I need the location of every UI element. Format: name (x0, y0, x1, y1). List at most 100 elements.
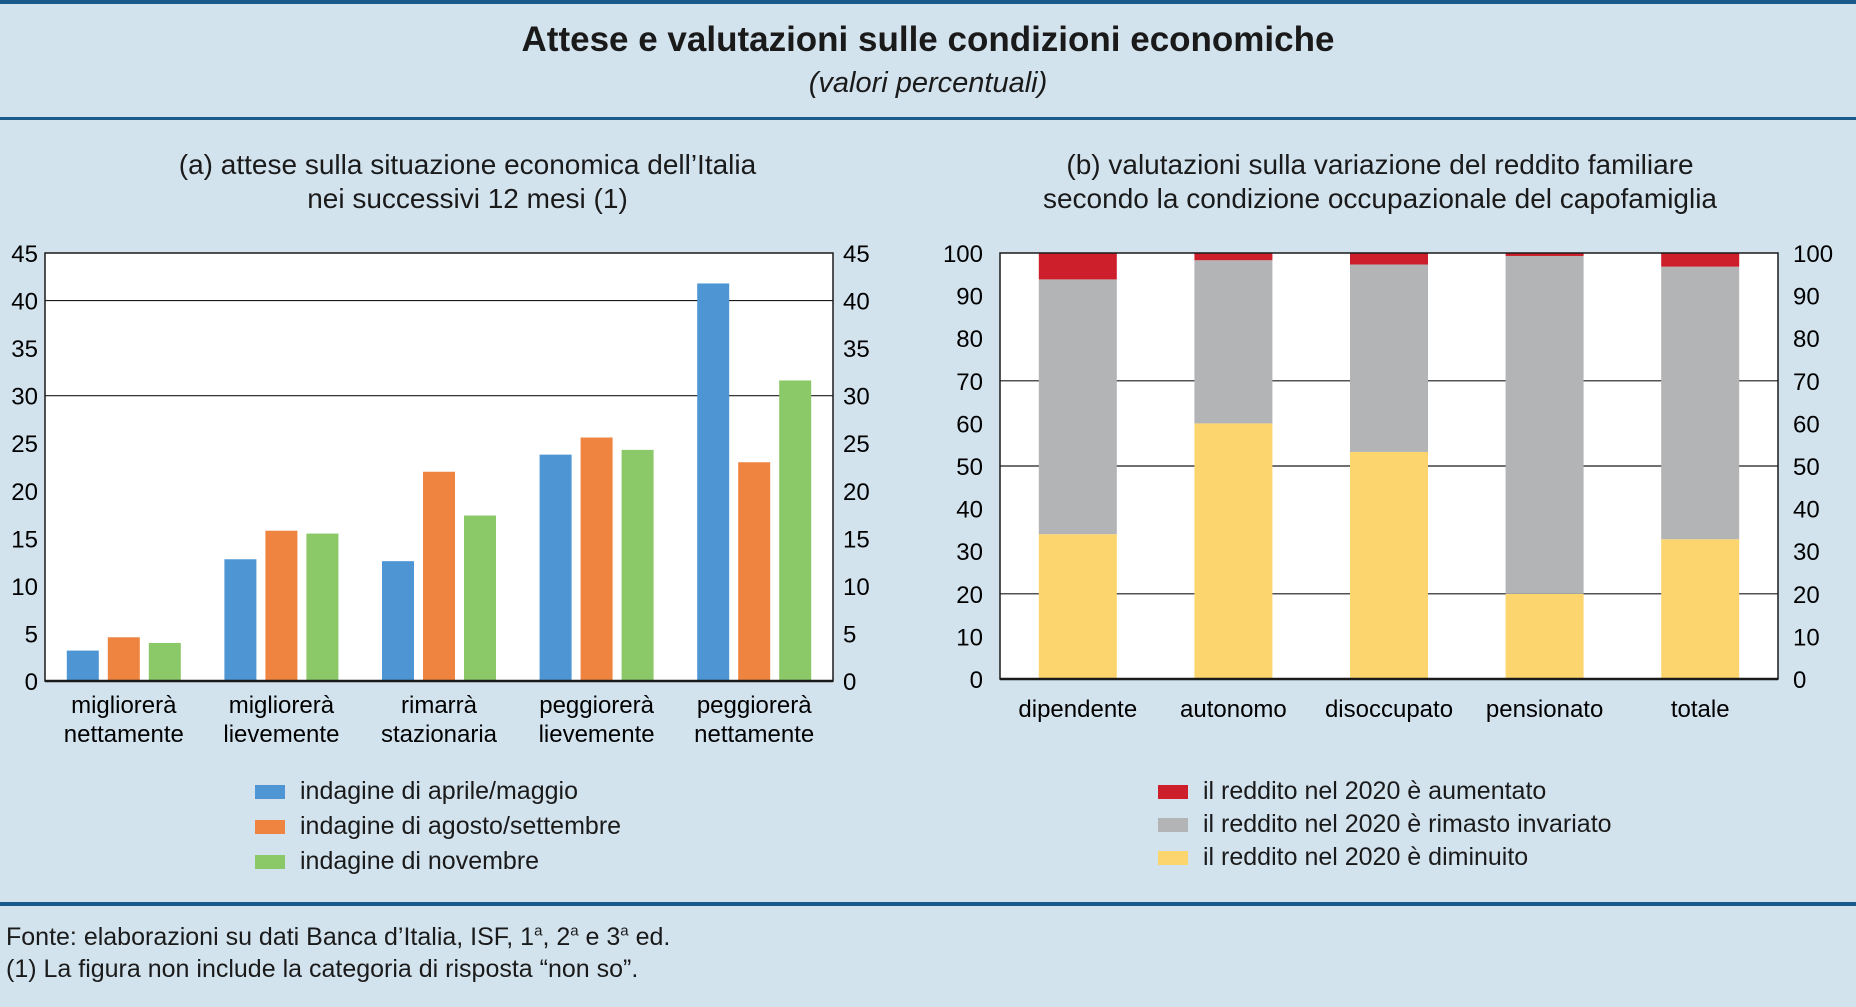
y-tick-label-right: 45 (843, 241, 870, 268)
bar-segment (1505, 253, 1584, 256)
x-tick-label-line2: nettamente (64, 721, 184, 748)
panel-a-title: (a) attese sulla situazione economica de… (20, 148, 915, 216)
bar-segment (1194, 253, 1273, 261)
y-tick-label-right: 50 (1793, 454, 1820, 481)
y-tick-label-right: 60 (1793, 411, 1820, 438)
bar-segment (1661, 539, 1740, 679)
bar (464, 515, 496, 681)
y-tick-label-right: 90 (1793, 284, 1820, 311)
y-tick-label-right: 70 (1793, 369, 1820, 396)
y-tick-label-right: 40 (1793, 497, 1820, 524)
chart-b: 0 0 10 10 20 20 30 30 40 40 50 50 60 60 70 70 80 80 90 90 10… (943, 241, 1833, 723)
panel-a-title-line1: (a) attese sulla situazione economica de… (178, 149, 757, 180)
x-tick-label: autonomo (1180, 696, 1287, 723)
y-tick-label-right: 20 (843, 479, 870, 506)
y-tick-label-right: 30 (843, 384, 870, 411)
bar-segment (1350, 451, 1428, 679)
bar-segment (1350, 253, 1428, 265)
x-tick-label-line2: lievemente (223, 721, 339, 748)
bar (382, 561, 414, 681)
y-tick-label-left: 10 (956, 624, 983, 651)
y-tick-label-left: 40 (956, 497, 983, 524)
bar (66, 650, 99, 681)
header-rule (0, 117, 1856, 120)
panel-a-title-line2: nei successivi 12 mesi (1) (307, 183, 628, 214)
legend-swatch (1158, 851, 1188, 865)
bar-segment (1350, 264, 1428, 452)
x-tick-label-line2: nettamente (694, 721, 814, 748)
y-tick-label-left: 60 (956, 411, 983, 438)
bar-segment (1194, 423, 1273, 679)
x-tick-label-line1: rimarrà (401, 692, 478, 719)
legend-label: il reddito nel 2020 è rimasto invariato (1203, 810, 1612, 838)
top-rule (0, 0, 1856, 4)
y-tick-label-right: 20 (1793, 582, 1820, 609)
y-tick-label-right: 10 (843, 574, 870, 601)
y-tick-label-right: 40 (843, 289, 870, 316)
y-tick-label-left: 30 (956, 539, 983, 566)
bar (107, 637, 140, 681)
y-tick-label-right: 80 (1793, 326, 1820, 353)
bar-segment (1038, 279, 1117, 535)
y-tick-label-left: 0 (25, 669, 38, 696)
legend-swatch (255, 820, 285, 834)
bar-segment (1194, 260, 1273, 424)
panel-b-title-line1: (b) valutazioni sulla variazione del red… (1066, 149, 1694, 180)
y-tick-label-left: 40 (11, 289, 38, 316)
y-tick-label-right: 25 (843, 431, 870, 458)
y-tick-label-left: 5 (25, 621, 38, 648)
y-tick-label-left: 25 (11, 431, 38, 458)
y-tick-label-left: 20 (956, 582, 983, 609)
x-tick-label: totale (1671, 696, 1730, 723)
legend-swatch (1158, 818, 1188, 832)
y-tick-label-left: 15 (11, 526, 38, 553)
legend-label: indagine di aprile/maggio (300, 777, 578, 805)
y-tick-label-left: 100 (943, 241, 983, 268)
x-tick-label-line2: stazionaria (381, 721, 498, 748)
y-tick-label-right: 5 (843, 621, 856, 648)
bar (697, 283, 730, 681)
y-tick-label-left: 10 (11, 574, 38, 601)
bar (224, 559, 257, 681)
x-tick-label: dipendente (1018, 696, 1137, 723)
x-tick-label: disoccupato (1325, 696, 1453, 723)
y-tick-label-right: 10 (1793, 624, 1820, 651)
y-tick-label-right: 35 (843, 336, 870, 363)
legend-label: indagine di agosto/settembre (300, 812, 622, 840)
bar (423, 471, 455, 681)
legend-swatch (255, 785, 285, 799)
y-tick-label-left: 80 (956, 326, 983, 353)
x-tick-label-line1: migliorerà (229, 692, 335, 719)
bar (779, 380, 812, 681)
y-tick-label-left: 20 (11, 479, 38, 506)
legend-swatch (1158, 785, 1188, 799)
bar (306, 533, 339, 681)
footnotes: Fonte: elaborazioni su dati Banca d’Ital… (6, 921, 670, 985)
x-tick-label-line1: peggiorerà (697, 692, 812, 719)
y-tick-label-left: 70 (956, 369, 983, 396)
y-tick-label-right: 0 (1793, 667, 1806, 694)
y-tick-label-right: 30 (1793, 539, 1820, 566)
y-tick-label-left: 90 (956, 284, 983, 311)
y-tick-label-left: 30 (11, 384, 38, 411)
y-tick-label-left: 35 (11, 336, 38, 363)
bar-segment (1661, 266, 1740, 540)
x-tick-label-line1: migliorerà (71, 692, 177, 719)
figure-title: Attese e valutazioni sulle condizioni ec… (521, 20, 1335, 59)
bar (148, 642, 181, 681)
bar-segment (1661, 253, 1740, 267)
x-tick-label-line1: peggiorerà (539, 692, 654, 719)
bar-segment (1038, 534, 1117, 679)
legend-label: il reddito nel 2020 è aumentato (1203, 777, 1547, 805)
bar-segment (1038, 253, 1117, 280)
y-tick-label-right: 100 (1793, 241, 1833, 268)
panel-b-title-line2: secondo la condizione occupazionale del … (1042, 183, 1717, 214)
bar (738, 462, 771, 681)
y-tick-label-left: 0 (970, 667, 983, 694)
source-note: Fonte: elaborazioni su dati Banca d’Ital… (6, 922, 671, 951)
y-tick-label-left: 45 (11, 241, 38, 268)
x-tick-label: pensionato (1486, 696, 1603, 723)
x-tick-label-line2: lievemente (539, 721, 655, 748)
bar (580, 437, 613, 681)
